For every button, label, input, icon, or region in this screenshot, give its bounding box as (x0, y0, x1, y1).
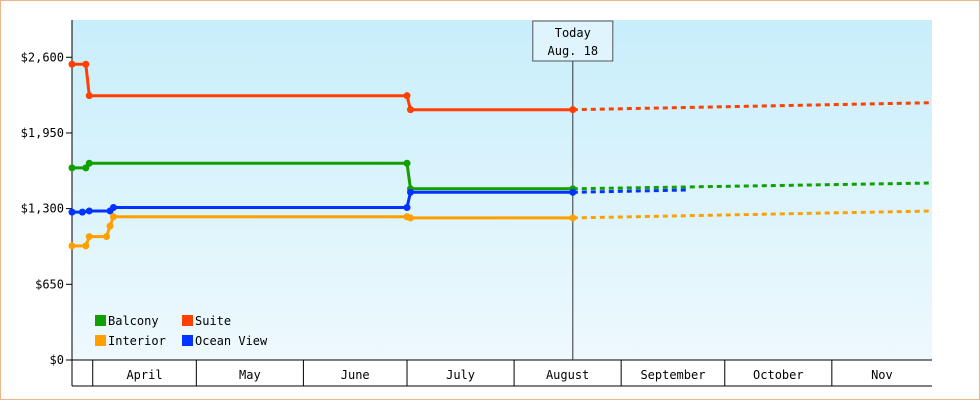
legend-label-ocean-view: Ocean View (195, 334, 268, 348)
legend-swatch-interior (95, 335, 106, 346)
data-point-ocean-view (68, 208, 76, 216)
data-point-interior (109, 213, 117, 221)
data-point-interior (68, 242, 76, 250)
month-label: August (546, 368, 589, 382)
data-point-ocean-view (78, 208, 86, 216)
month-label: July (446, 368, 475, 382)
data-point-suite (406, 106, 414, 114)
data-point-ocean-view (406, 188, 414, 196)
data-point-ocean-view (85, 207, 93, 215)
data-point-ocean-view (109, 203, 117, 211)
forecast-line-balcony (572, 181, 933, 191)
month-label: June (341, 368, 370, 382)
month-label: Nov (871, 368, 893, 382)
legend-swatch-ocean-view (182, 335, 193, 346)
month-label: May (239, 368, 261, 382)
data-point-balcony (68, 164, 76, 172)
data-point-interior (82, 242, 90, 250)
y-tick-label: $1,300 (21, 202, 64, 216)
y-tick-label: $2,600 (21, 50, 64, 64)
forecast-line-suite (572, 101, 933, 112)
today-date-label: Aug. 18 (548, 44, 599, 58)
data-point-suite (85, 92, 93, 100)
legend-swatch-balcony (95, 315, 106, 326)
legend-label-balcony: Balcony (108, 314, 159, 328)
month-label: September (640, 368, 705, 382)
month-label: October (753, 368, 804, 382)
y-tick-label: $0 (50, 353, 64, 367)
legend-label-suite: Suite (195, 314, 231, 328)
legend-label-interior: Interior (108, 334, 166, 348)
today-label: Today (555, 26, 591, 40)
today-box (532, 20, 614, 62)
legend-swatch-suite (182, 315, 193, 326)
data-point-interior (85, 233, 93, 241)
data-point-suite (403, 92, 411, 100)
month-label: April (126, 368, 162, 382)
data-point-ocean-view (403, 203, 411, 211)
data-point-suite (68, 60, 76, 68)
data-point-interior (106, 222, 114, 230)
data-point-interior (406, 214, 414, 222)
data-point-balcony (403, 159, 411, 167)
data-point-suite (82, 60, 90, 68)
forecast-line-interior (572, 209, 933, 220)
data-point-interior (103, 233, 111, 241)
y-tick-label: $1,950 (21, 126, 64, 140)
data-point-balcony (85, 159, 93, 167)
forecast-line-ocean-view (572, 188, 687, 194)
y-tick-label: $650 (35, 277, 64, 291)
